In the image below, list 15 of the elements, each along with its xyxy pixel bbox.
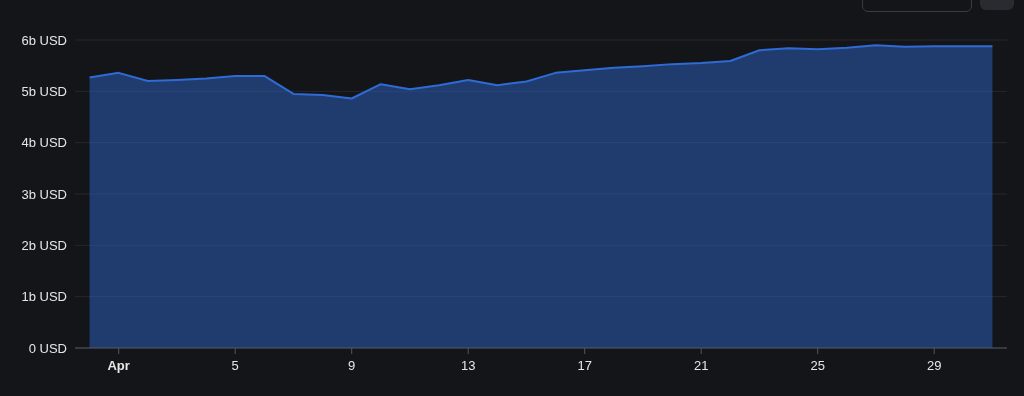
y-tick-label: 3b USD: [21, 186, 67, 202]
y-tick-label: 0 USD: [28, 340, 67, 356]
y-tick-label: 5b USD: [21, 83, 67, 99]
x-tick-label: 25: [810, 358, 825, 373]
x-tick-label: 21: [693, 358, 709, 373]
y-tick-label: 4b USD: [21, 135, 67, 151]
y-tick-label: 2b USD: [21, 237, 67, 253]
y-tick-label: 1b USD: [21, 289, 67, 305]
x-tick-label: 29: [926, 358, 942, 373]
x-tick-label: Apr: [107, 358, 130, 373]
x-tick-label: 13: [460, 358, 476, 373]
x-tick-label: 9: [348, 358, 356, 373]
x-tick-label: 17: [577, 358, 592, 373]
y-tick-label: 6b USD: [21, 32, 67, 48]
x-tick-label: 5: [231, 358, 239, 373]
